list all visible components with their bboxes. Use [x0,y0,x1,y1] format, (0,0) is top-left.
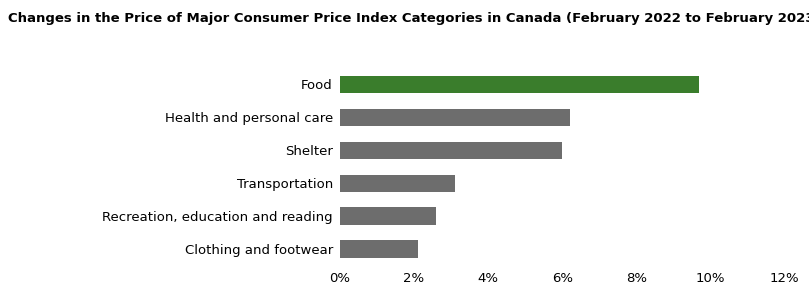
Bar [340,175,455,192]
Bar [340,109,570,126]
Bar [340,76,700,93]
Bar [340,208,436,225]
Bar [340,142,562,159]
Bar [340,240,417,258]
Text: Changes in the Price of Major Consumer Price Index Categories in Canada (Februar: Changes in the Price of Major Consumer P… [8,12,809,25]
